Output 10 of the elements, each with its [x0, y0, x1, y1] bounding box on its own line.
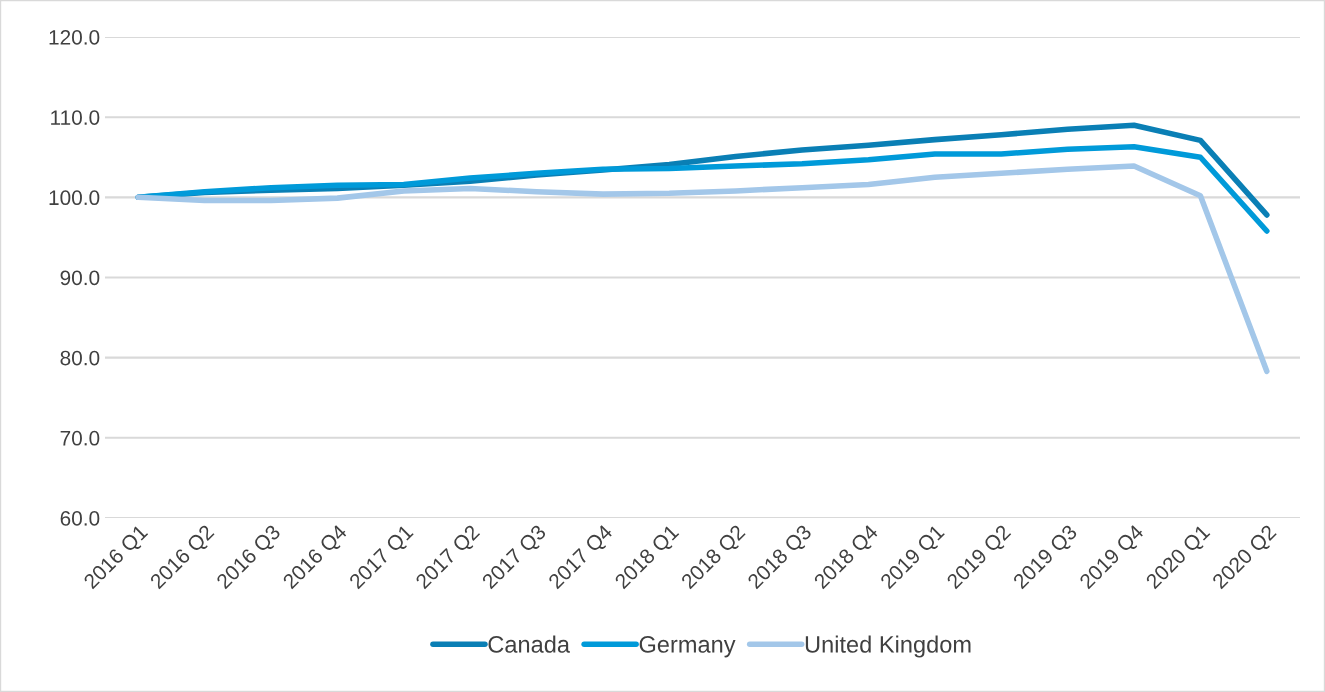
y-tick-label: 100.0 — [49, 190, 100, 206]
y-tick-label: 80.0 — [60, 350, 100, 366]
y-tick-label: 120.0 — [49, 30, 100, 45]
legend-label: Canada — [488, 635, 570, 653]
y-tick-label: 60.0 — [60, 511, 100, 526]
legend-label: United Kingdom — [805, 635, 971, 658]
y-tick-label: 90.0 — [60, 270, 100, 286]
legend-label: Germany — [639, 636, 736, 658]
y-tick-label: 70.0 — [60, 430, 100, 446]
y-tick-label: 110.0 — [51, 110, 100, 125]
